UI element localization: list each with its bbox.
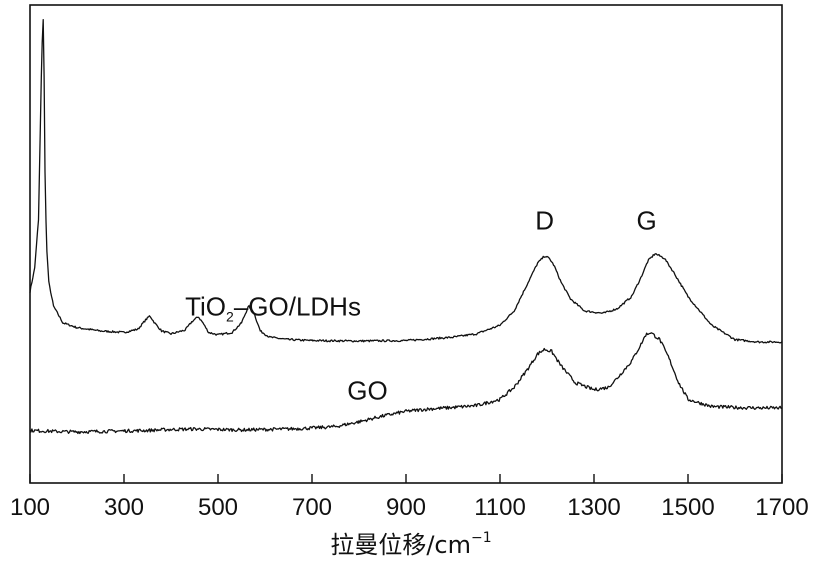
series-line-go <box>29 332 782 435</box>
series-label-tio2-go-ldhs: TiO2–GO/LDHs <box>185 292 361 325</box>
x-tick-label: 1500 <box>661 494 714 521</box>
x-tick-label: 500 <box>198 494 238 521</box>
x-tick-label: 1100 <box>474 494 526 521</box>
x-tick-label: 900 <box>386 494 426 521</box>
plot-frame <box>29 4 783 484</box>
x-axis-title: 拉曼位移/cm−1 <box>330 530 491 559</box>
x-axis-tick-labels: 100 300 500 700 900 1100 1300 1500 1700 <box>10 494 809 521</box>
peak-label-d: D <box>535 206 554 236</box>
series-line-tio2-go-ldhs <box>29 18 783 344</box>
series-label-go: GO <box>347 375 387 405</box>
x-axis-title-sup: −1 <box>471 530 492 546</box>
peak-label-g: G <box>637 206 657 236</box>
x-tick-label: 100 <box>10 494 50 521</box>
x-axis-title-main: 拉曼位移/cm <box>330 531 471 559</box>
x-tick-label: 1300 <box>567 494 620 521</box>
series-layer <box>29 18 783 435</box>
x-tick-label: 1700 <box>755 494 808 521</box>
x-tick-label: 700 <box>292 494 332 521</box>
x-tick-label: 300 <box>104 494 144 521</box>
x-axis-ticks <box>29 474 783 483</box>
annotations: TiO2–GO/LDHs D G GO <box>185 206 657 406</box>
